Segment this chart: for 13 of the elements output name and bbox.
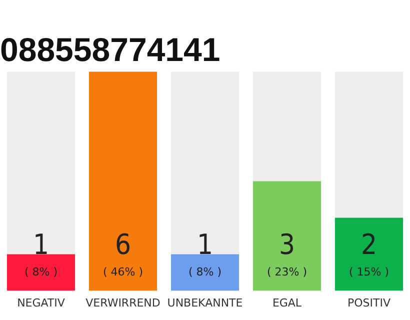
data-label: 1 ( 8% ) bbox=[188, 228, 222, 279]
data-label: 2 ( 15% ) bbox=[348, 228, 390, 279]
data-label: 3 ( 23% ) bbox=[266, 228, 308, 279]
x-tick-label: EGAL bbox=[272, 296, 302, 310]
x-tick-label: NEGATIV bbox=[17, 296, 66, 310]
x-tick-label: UNBEKANNTE bbox=[167, 296, 243, 310]
x-tick-label: POSITIV bbox=[347, 296, 391, 310]
bar bbox=[170, 254, 240, 291]
bar bbox=[6, 254, 76, 291]
chart-title: 088558774141 bbox=[0, 30, 220, 68]
data-label: 6 ( 46% ) bbox=[102, 228, 144, 279]
data-label: 1 ( 8% ) bbox=[24, 228, 58, 279]
x-tick-label: VERWIRREND bbox=[86, 296, 160, 310]
